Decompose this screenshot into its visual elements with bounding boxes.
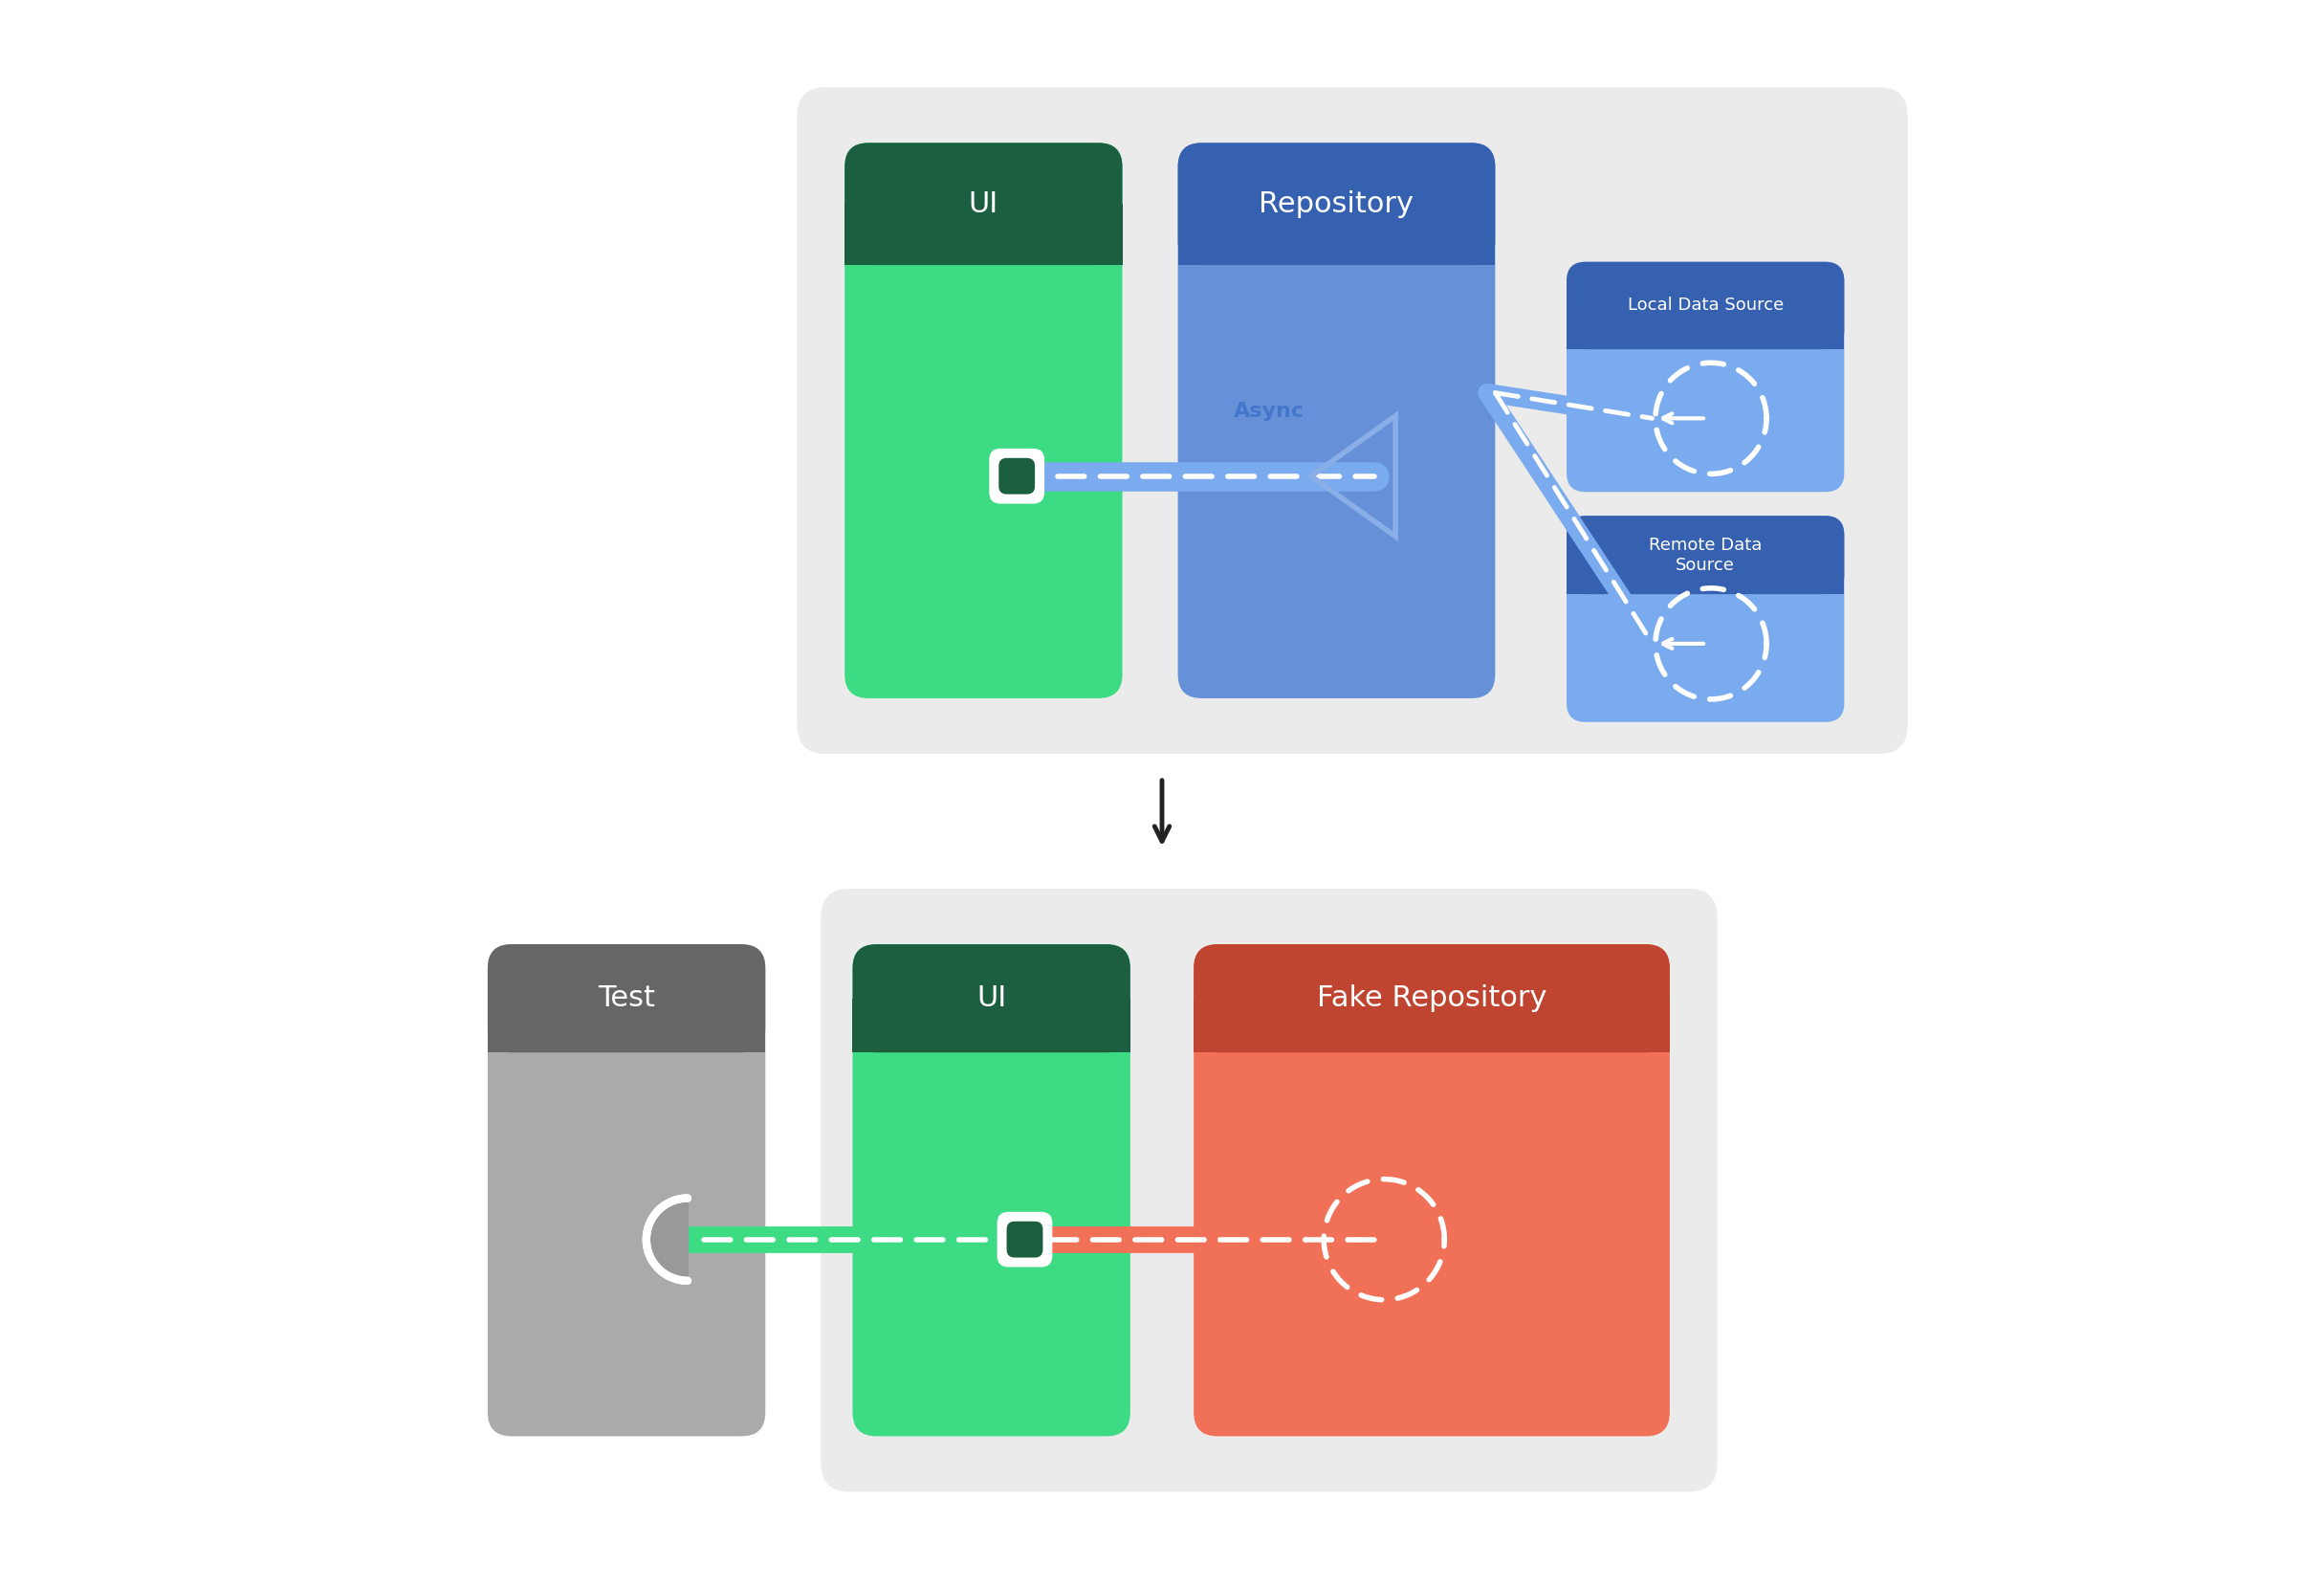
FancyBboxPatch shape [797,87,1908,754]
Bar [1566,555,1845,594]
FancyBboxPatch shape [1566,516,1845,594]
Bar [1566,306,1845,349]
FancyBboxPatch shape [853,944,1129,1436]
FancyBboxPatch shape [997,1212,1053,1266]
FancyBboxPatch shape [844,143,1122,698]
Text: Sync: Sync [1257,1132,1315,1151]
Bar [1178,205,1494,265]
Text: Fake Repository: Fake Repository [1318,984,1548,1013]
Text: UI: UI [969,190,999,217]
FancyBboxPatch shape [488,944,765,1436]
Text: UI: UI [976,984,1006,1013]
FancyBboxPatch shape [999,459,1034,494]
Bar [1195,998,1669,1052]
Text: Async: Async [1234,402,1304,421]
Text: Remote Data
Source: Remote Data Source [1648,536,1762,573]
FancyBboxPatch shape [820,889,1717,1492]
FancyBboxPatch shape [1178,143,1494,265]
FancyBboxPatch shape [1566,516,1845,722]
FancyBboxPatch shape [1178,143,1494,698]
Text: Local Data Source: Local Data Source [1627,297,1783,314]
FancyBboxPatch shape [1566,262,1845,349]
Bar [853,998,1129,1052]
FancyBboxPatch shape [853,944,1129,1052]
FancyBboxPatch shape [844,143,1122,265]
FancyBboxPatch shape [1195,944,1669,1436]
Bar [488,998,765,1052]
FancyBboxPatch shape [1006,1222,1043,1257]
Bar [844,205,1122,265]
FancyBboxPatch shape [990,449,1043,503]
Text: Repository: Repository [1260,190,1413,217]
Polygon shape [646,1198,688,1281]
FancyBboxPatch shape [1566,262,1845,492]
FancyBboxPatch shape [1195,944,1669,1052]
Text: Test: Test [597,984,655,1013]
FancyBboxPatch shape [488,944,765,1052]
